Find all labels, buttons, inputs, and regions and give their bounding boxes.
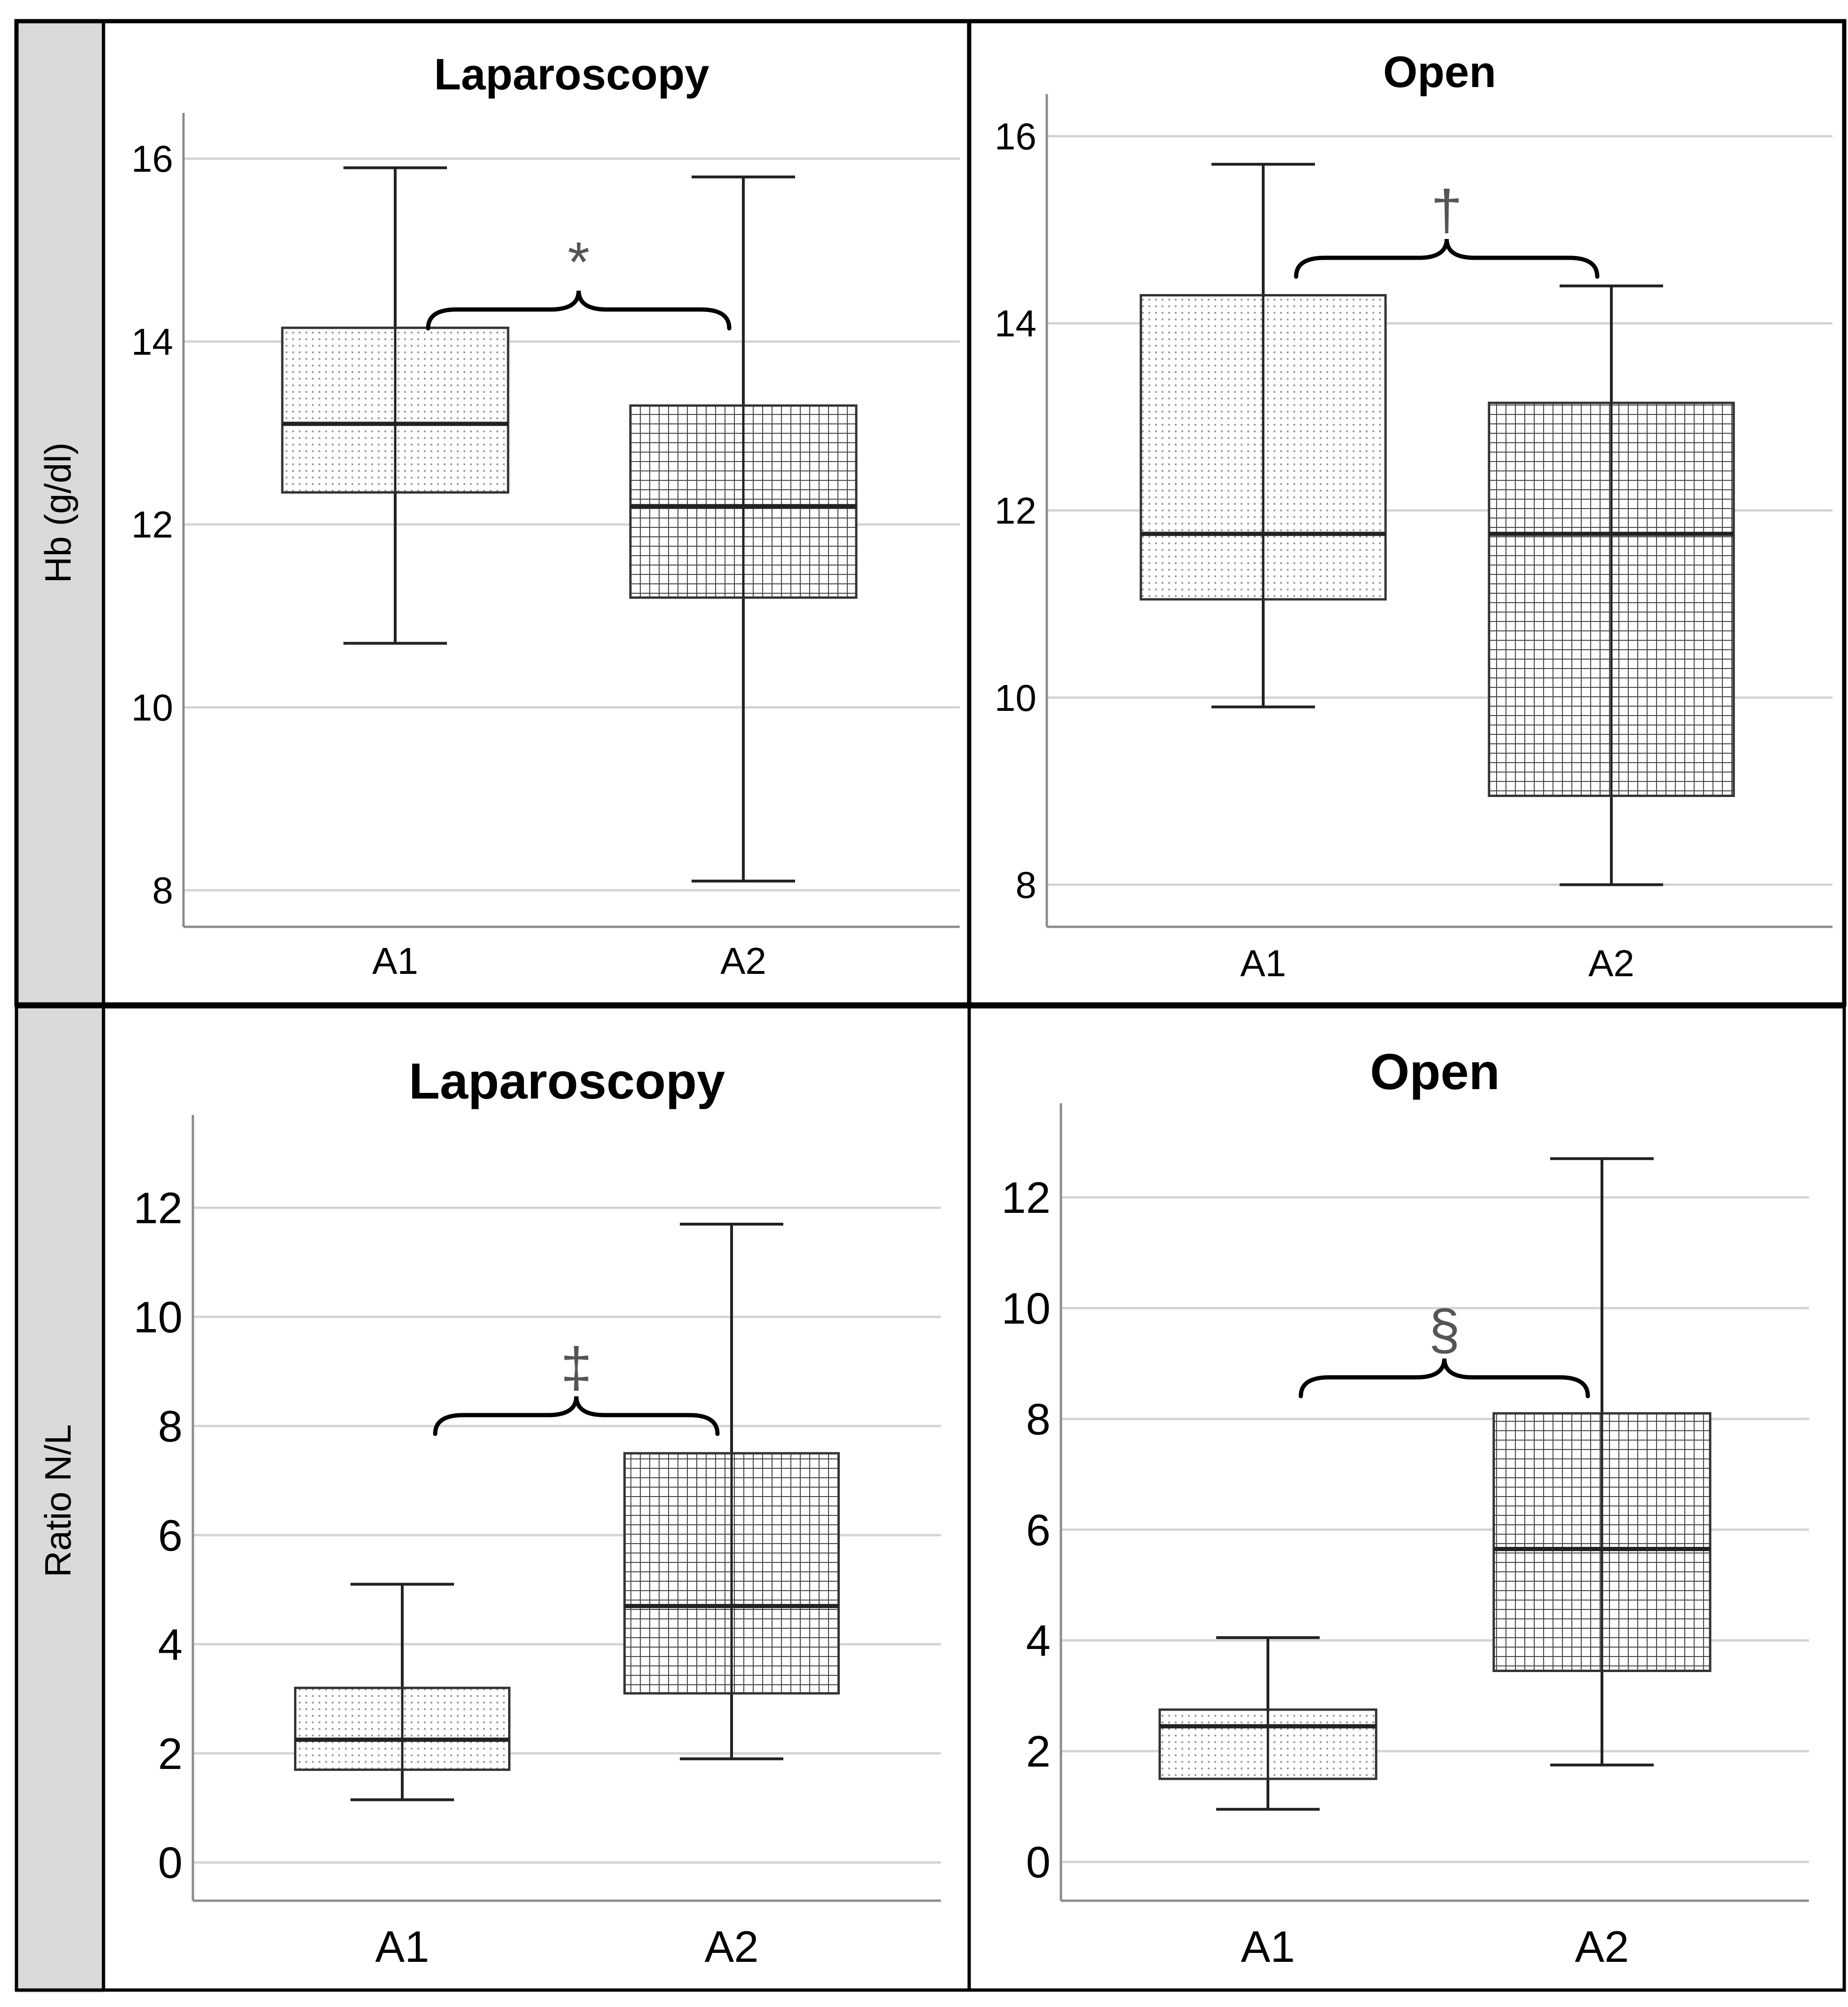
- y-tick-label: 8: [1016, 864, 1037, 906]
- y-tick-label: 16: [131, 138, 173, 180]
- panel-title: Laparoscopy: [434, 49, 709, 99]
- significance-bracket: [433, 1396, 720, 1436]
- x-category-label: A1: [372, 940, 418, 982]
- y-tick-label: 10: [1001, 1283, 1051, 1333]
- x-category-label: A1: [375, 1922, 430, 1971]
- y-axis-label-ratio: Ratio N/L: [37, 1424, 79, 1577]
- row-label-strip-hb: Hb (g/dl): [16, 21, 104, 1004]
- x-category-label: A2: [1588, 942, 1634, 984]
- panel-title: Laparoscopy: [409, 1052, 725, 1109]
- panel-laparoscopy-ratio: 0 2 4 6 8 10 12 A1 A2 Laparoscopy ‡: [133, 1052, 941, 1971]
- y-tick-label: 12: [1001, 1173, 1051, 1222]
- y-tick-label: 10: [995, 677, 1036, 719]
- panel-open-ratio: 0 2 4 6 8 10 12 A1 A2 Open §: [1001, 1043, 1809, 1971]
- significance-symbol: *: [568, 231, 590, 294]
- x-category-label: A2: [1575, 1922, 1629, 1971]
- y-tick-label: 8: [152, 869, 174, 911]
- x-category-label: A1: [1241, 1922, 1295, 1971]
- y-tick-label: 6: [158, 1511, 183, 1560]
- y-tick-label: 12: [131, 504, 173, 546]
- significance-symbol: †: [1431, 179, 1463, 242]
- panel-title: Open: [1383, 47, 1496, 96]
- y-tick-label: 14: [995, 303, 1036, 344]
- y-tick-label: 10: [131, 686, 173, 728]
- y-tick-label: 4: [1026, 1616, 1051, 1665]
- significance-symbol: ‡: [561, 1336, 592, 1399]
- row-label-strip-ratio: Ratio N/L: [16, 1009, 104, 1992]
- y-tick-label: 2: [1026, 1727, 1051, 1776]
- panel-title: Open: [1370, 1043, 1500, 1100]
- y-tick-label: 4: [158, 1620, 183, 1669]
- panel-laparoscopy-hb: 8 10 12 14 16 A1 A2 Laparoscopy *: [131, 49, 960, 982]
- y-tick-label: 6: [1026, 1505, 1051, 1554]
- y-axis-label-hb: Hb (g/dl): [37, 442, 79, 583]
- significance-bracket: [1298, 1358, 1590, 1399]
- x-category-label: A2: [720, 940, 766, 982]
- y-tick-label: 14: [131, 321, 173, 363]
- x-category-label: A2: [705, 1922, 759, 1971]
- y-tick-label: 12: [995, 490, 1036, 532]
- significance-bracket: [426, 290, 732, 331]
- y-tick-label: 16: [995, 115, 1036, 157]
- x-category-label: A1: [1240, 942, 1286, 984]
- significance-bracket: [1294, 239, 1600, 279]
- panel-open-hb: 8 10 12 14 16 A1 A2 Open †: [995, 47, 1832, 984]
- y-tick-label: 0: [158, 1838, 183, 1888]
- y-tick-label: 2: [158, 1729, 183, 1778]
- y-tick-label: 10: [133, 1292, 183, 1342]
- significance-symbol: §: [1429, 1298, 1460, 1362]
- y-tick-label: 8: [158, 1402, 183, 1451]
- y-tick-label: 8: [1026, 1394, 1051, 1444]
- y-tick-label: 12: [133, 1183, 183, 1233]
- figure-frame: [14, 19, 1847, 1992]
- y-tick-label: 0: [1026, 1838, 1051, 1887]
